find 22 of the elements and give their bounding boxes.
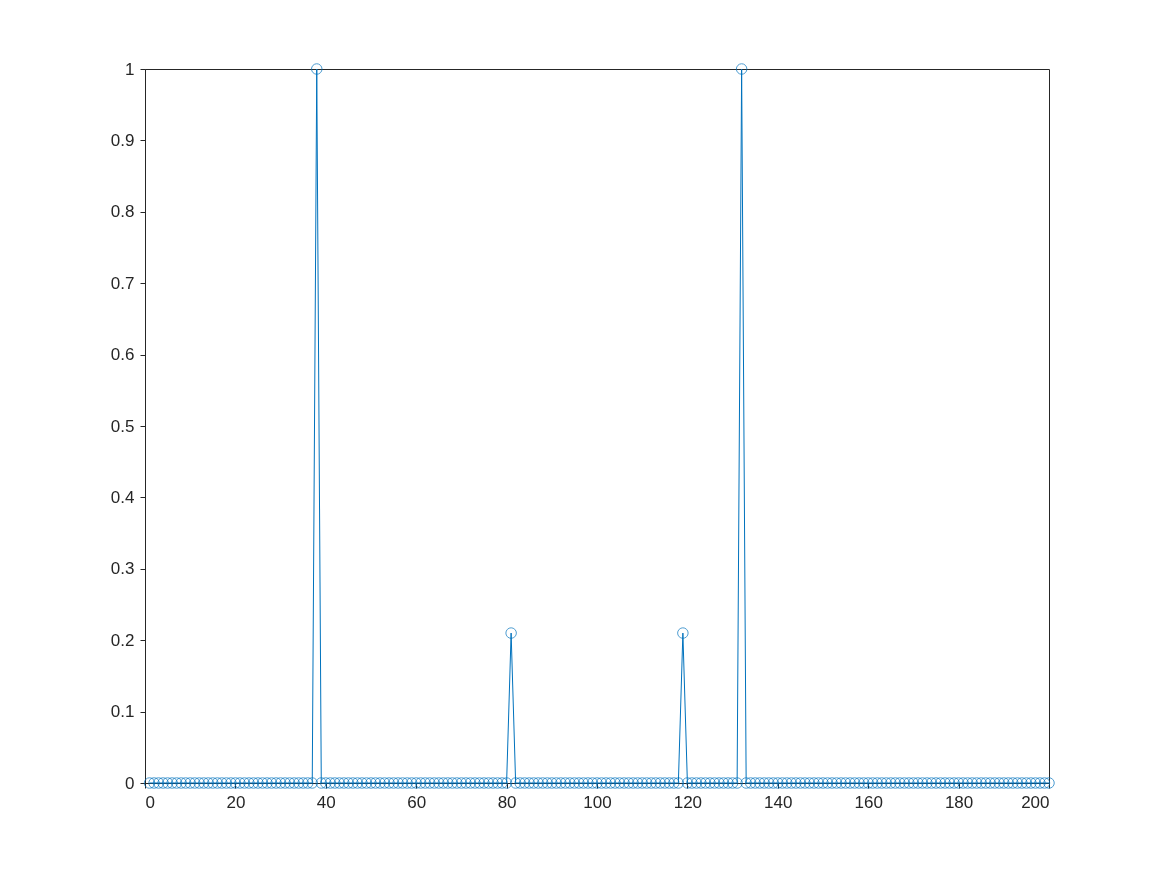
x-tick-label: 200 — [1021, 792, 1050, 812]
x-tick-label: 0 — [145, 792, 155, 812]
x-tick-label: 160 — [854, 792, 883, 812]
y-tick-label: 0.6 — [110, 345, 135, 365]
y-tick-label: 0.9 — [110, 130, 135, 150]
x-tick-label: 100 — [583, 792, 612, 812]
y-tick-label: 1 — [125, 59, 135, 79]
y-tick-label: 0 — [125, 773, 135, 793]
y-tick-label: 0.5 — [110, 416, 135, 436]
x-tick-label: 140 — [764, 792, 793, 812]
x-tick-label: 20 — [226, 792, 246, 812]
y-tick-label: 0.8 — [110, 202, 135, 222]
y-tick-label: 0.3 — [110, 559, 135, 579]
y-tick-label: 0.7 — [110, 273, 135, 293]
x-tick-label: 180 — [944, 792, 974, 812]
x-tick-label: 40 — [316, 792, 336, 812]
y-tick-label: 0.1 — [110, 702, 135, 722]
y-tick-label: 0.4 — [110, 487, 135, 507]
x-tick-label: 80 — [497, 792, 517, 812]
x-tick-label: 120 — [673, 792, 703, 812]
y-tick-label: 0.2 — [110, 630, 135, 650]
x-tick-label: 60 — [407, 792, 427, 812]
